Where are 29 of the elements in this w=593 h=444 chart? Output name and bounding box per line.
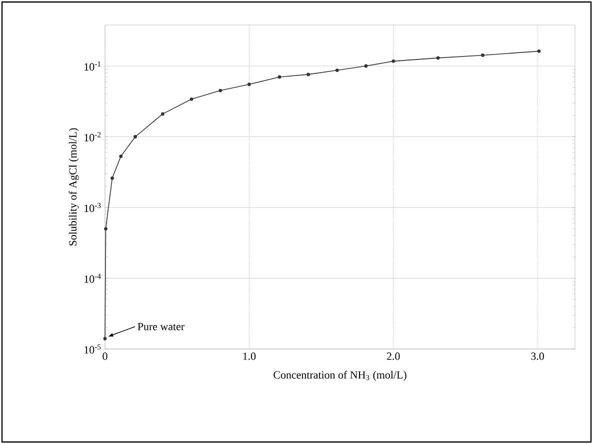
y-axis-title: Solubility of AgCl (mol/L) <box>68 128 79 246</box>
point <box>104 227 108 230</box>
x-tick-label: 1.0 <box>243 352 256 360</box>
annotation: Pure water <box>138 323 184 330</box>
point <box>190 97 194 101</box>
y-tick-label: 10$^{-1}$ <box>84 61 101 71</box>
point <box>160 112 164 116</box>
point <box>247 82 251 86</box>
y-tick-label: 10$^{-5}$ <box>84 344 101 354</box>
x-tick-label: 2.0 <box>386 352 400 360</box>
y-tick-label: 10$^{-4}$ <box>84 274 101 283</box>
y-tick-label: 10$^{-3}$ <box>84 202 101 212</box>
point <box>119 154 123 158</box>
point <box>103 336 107 340</box>
point <box>110 176 114 180</box>
point <box>436 56 440 60</box>
x-axis-title: Concentration of NH$_{3}$ (mol/L) <box>274 370 406 381</box>
x-tick-label: 3.0 <box>531 352 544 360</box>
point <box>335 68 339 72</box>
point <box>392 59 396 63</box>
point <box>306 72 310 76</box>
y-tick-label: 10$^{-2}$ <box>84 132 101 142</box>
x-tick-label: 0 <box>102 352 108 360</box>
point <box>278 75 282 79</box>
point <box>481 54 484 57</box>
point <box>218 88 222 92</box>
point <box>537 49 541 53</box>
point <box>134 135 137 138</box>
point <box>364 64 368 68</box>
